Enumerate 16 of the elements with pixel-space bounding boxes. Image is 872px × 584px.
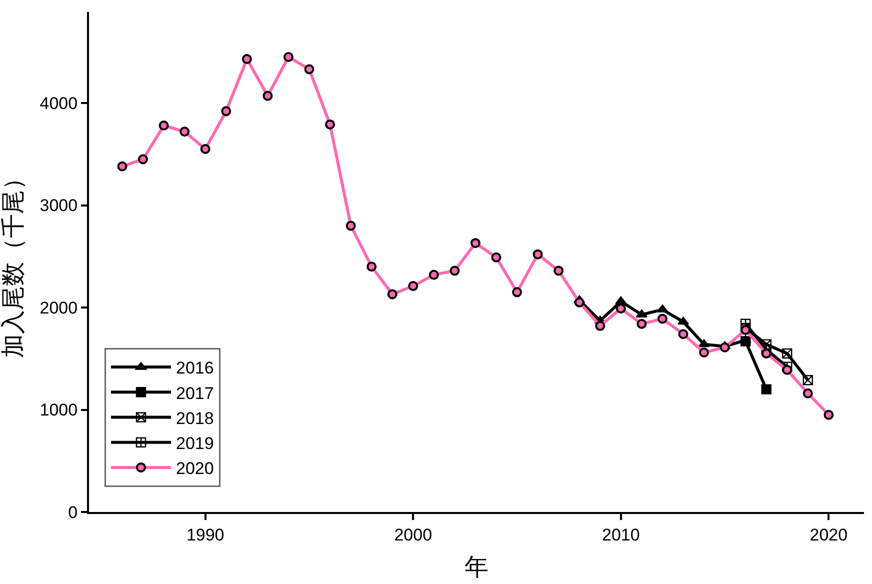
y-tick-label: 4000: [40, 94, 78, 113]
x-tick-label: 2000: [394, 525, 432, 544]
y-tick-label: 1000: [40, 400, 78, 420]
x-tick-label: 2020: [810, 525, 848, 544]
y-axis-title: 加入尾数（千尾）: [0, 166, 27, 358]
y-tick-label: 3000: [40, 196, 78, 216]
legend-label: 2018: [176, 408, 214, 428]
legend-label: 2019: [176, 434, 214, 453]
x-tick-label: 2010: [602, 525, 640, 544]
y-tick-label: 0: [68, 502, 78, 522]
x-tick-label: 1990: [186, 525, 224, 544]
legend-label: 2016: [176, 358, 214, 378]
x-axis-title: 年: [464, 554, 488, 582]
legend-label: 2020: [176, 459, 214, 478]
y-tick-label: 2000: [40, 298, 78, 318]
legend-label: 2017: [176, 384, 214, 403]
